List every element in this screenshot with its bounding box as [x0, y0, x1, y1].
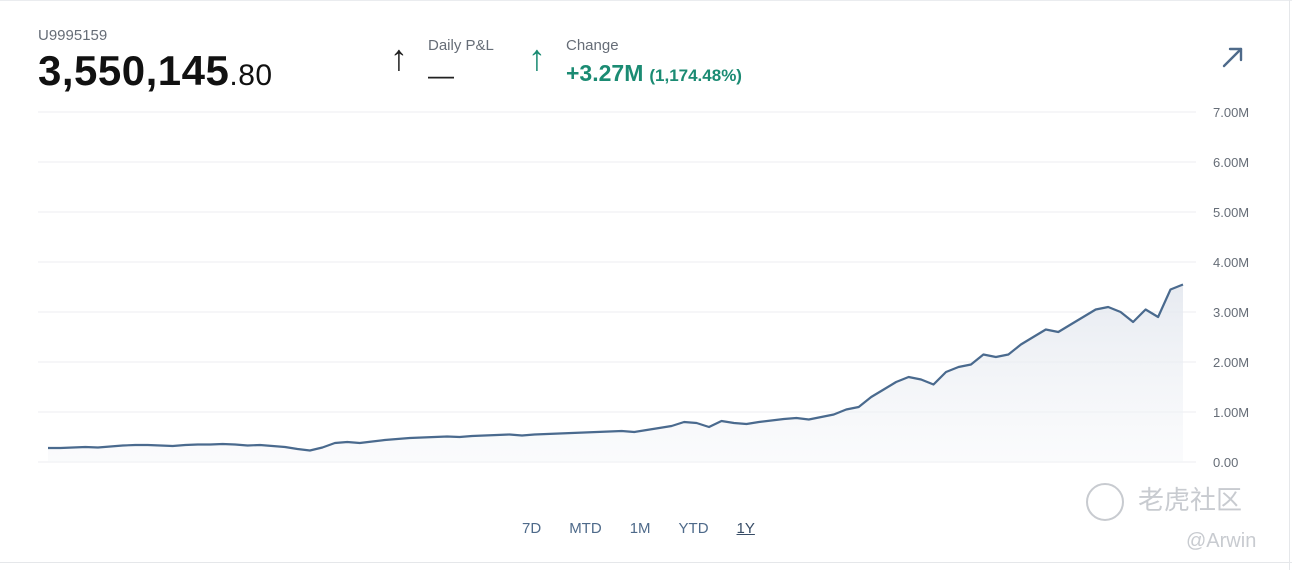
- expand-icon[interactable]: [1220, 44, 1246, 70]
- balance-cents: .80: [229, 59, 273, 92]
- range-button-ytd[interactable]: YTD: [665, 520, 723, 537]
- change-label: Change: [566, 37, 619, 54]
- account-id: U9995159: [38, 27, 108, 44]
- change-value: +3.27M (1,174.48%): [566, 60, 742, 87]
- top-border: [0, 0, 1292, 1]
- change-arrow-icon: ↑: [528, 37, 546, 78]
- portfolio-chart: 0.00 1.00M 2.00M 3.00M 4.00M 5.00M 6.00M 7.00M: [38, 105, 1249, 470]
- range-button-1m[interactable]: 1M: [616, 520, 665, 537]
- y-tick-label: 2.00M: [1213, 355, 1249, 370]
- range-button-mtd[interactable]: MTD: [555, 520, 616, 537]
- y-tick-label: 6.00M: [1213, 155, 1249, 170]
- balance-main: 3,550,145: [38, 47, 230, 94]
- y-tick-label: 7.00M: [1213, 105, 1249, 120]
- balance-line: [48, 283, 1184, 452]
- daily-pnl-value: —: [428, 60, 454, 90]
- y-tick-label: 1.00M: [1213, 405, 1249, 420]
- daily-pnl-label: Daily P&L: [428, 37, 494, 54]
- y-tick-label: 0.00: [1213, 455, 1238, 470]
- range-button-7d[interactable]: 7D: [508, 520, 555, 537]
- change-percent: (1,174.48%): [649, 66, 742, 85]
- watermark: 老虎社区: [1086, 480, 1243, 522]
- watermark-brand: 老虎社区: [1138, 485, 1243, 515]
- y-tick-label: 4.00M: [1213, 255, 1249, 270]
- range-selector: 7D MTD 1M YTD 1Y: [508, 520, 769, 537]
- balance-area: [48, 284, 1183, 462]
- y-tick-label: 5.00M: [1213, 205, 1249, 220]
- account-balance: 3,550,145.80: [38, 46, 273, 101]
- range-button-1y[interactable]: 1Y: [723, 520, 769, 537]
- y-tick-label: 3.00M: [1213, 305, 1249, 320]
- tiger-logo-icon: [1086, 483, 1124, 522]
- change-amount: +3.27M: [566, 60, 644, 86]
- daily-pnl-arrow-icon: ↑: [390, 37, 408, 78]
- right-border: [1289, 0, 1290, 570]
- watermark-user: @Arwin: [1186, 530, 1257, 552]
- bottom-border: [0, 562, 1292, 563]
